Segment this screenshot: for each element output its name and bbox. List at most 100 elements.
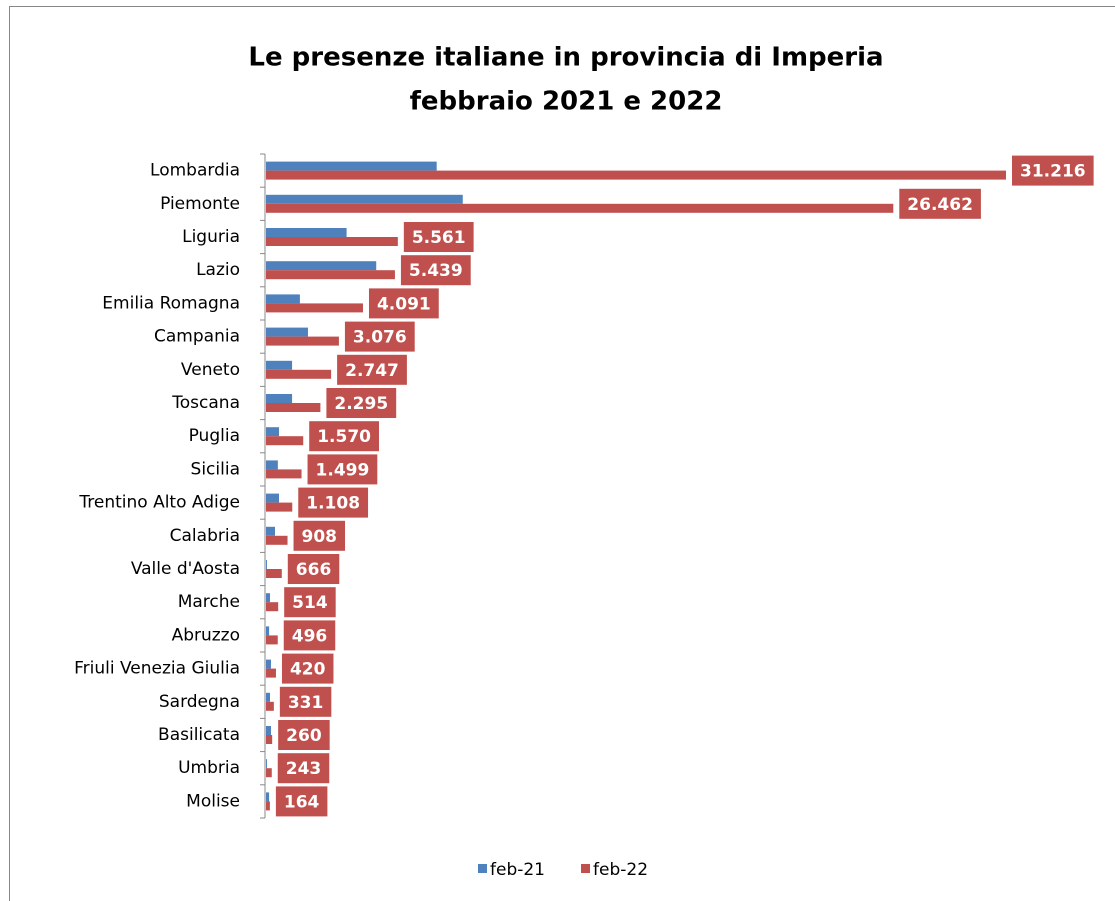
bar — [266, 792, 270, 802]
data-label: 496 — [292, 626, 328, 646]
data-label: 3.076 — [353, 328, 407, 348]
data-label-box — [368, 288, 439, 319]
data-label-box — [283, 620, 336, 651]
data-label-box — [298, 487, 369, 518]
data-label-box — [281, 653, 334, 684]
category-label: Marche — [178, 592, 240, 612]
bar — [266, 203, 894, 213]
data-label: 2.747 — [345, 361, 399, 381]
data-label-box — [337, 354, 407, 385]
bar — [266, 801, 270, 811]
bar — [266, 394, 293, 403]
bar — [266, 602, 279, 612]
data-label: 164 — [284, 792, 320, 812]
legend-swatch — [581, 864, 591, 873]
category-label: Friuli Venezia Giulia — [74, 659, 240, 679]
data-label-box — [278, 720, 330, 750]
data-label: 243 — [286, 759, 322, 779]
data-label: 5.439 — [409, 261, 463, 281]
bar — [266, 303, 363, 313]
category-label: Puglia — [189, 426, 240, 446]
chart-frame — [9, 6, 1115, 901]
bar — [266, 535, 288, 545]
data-label: 1.570 — [317, 427, 371, 447]
bar — [266, 294, 300, 304]
bar — [266, 502, 293, 512]
bar — [266, 436, 304, 446]
bar — [266, 194, 463, 204]
bar — [266, 635, 278, 645]
data-label: 331 — [288, 693, 324, 713]
legend-label: feb-22 — [593, 860, 648, 880]
data-label: 5.561 — [412, 228, 466, 248]
chart-title: Le presenze italiane in provincia di Imp… — [248, 43, 883, 73]
data-label: 1.499 — [316, 460, 370, 480]
data-label-box — [899, 188, 981, 219]
data-label-box — [307, 454, 378, 485]
bar — [266, 403, 321, 412]
category-label: Piemonte — [160, 194, 240, 214]
data-label-box — [1012, 155, 1094, 186]
data-label: 514 — [292, 593, 328, 613]
bar — [266, 369, 332, 379]
data-label-box — [400, 255, 471, 286]
bar — [266, 668, 276, 678]
category-label: Lombardia — [150, 161, 240, 181]
bar — [266, 460, 278, 470]
bar — [266, 768, 272, 778]
data-label: 420 — [290, 660, 326, 680]
bar — [266, 161, 437, 171]
bar — [266, 759, 267, 769]
bar — [266, 493, 280, 503]
data-label-box — [344, 321, 415, 352]
category-label: Trentino Alto Adige — [78, 493, 240, 513]
data-label: 260 — [286, 726, 322, 746]
bar — [266, 726, 271, 735]
bar — [266, 569, 282, 578]
data-label-box — [293, 520, 346, 551]
data-label-box — [277, 753, 330, 784]
category-label: Lazio — [196, 260, 240, 280]
bar — [266, 336, 339, 346]
bar — [266, 701, 274, 711]
bar — [266, 659, 271, 669]
category-label: Toscana — [171, 393, 240, 413]
data-label-box — [284, 587, 336, 618]
category-label: Emilia Romagna — [102, 293, 240, 313]
bar — [266, 360, 293, 370]
bar — [266, 735, 273, 744]
category-label: Basilicata — [158, 725, 240, 745]
category-label: Sardegna — [159, 692, 240, 712]
bar — [266, 626, 270, 636]
data-label: 4.091 — [377, 294, 431, 314]
bar — [266, 593, 271, 603]
category-label: Calabria — [170, 526, 240, 546]
data-label-box — [403, 222, 474, 252]
data-label-box — [287, 554, 340, 584]
legend-label: feb-21 — [490, 860, 545, 880]
data-label: 2.295 — [334, 394, 388, 414]
data-label: 26.462 — [907, 195, 973, 215]
bar — [266, 469, 302, 479]
data-label: 1.108 — [306, 494, 360, 514]
bar — [266, 526, 276, 536]
category-label: Veneto — [181, 360, 240, 380]
data-label-box — [326, 388, 397, 418]
chart-title: febbraio 2021 e 2022 — [410, 87, 723, 117]
data-label: 31.216 — [1020, 162, 1086, 182]
category-label: Liguria — [182, 227, 240, 247]
bar — [266, 560, 267, 569]
bar — [266, 261, 377, 271]
category-label: Abruzzo — [172, 625, 240, 645]
bar — [266, 427, 280, 437]
bar — [266, 170, 1006, 180]
bar — [266, 692, 271, 702]
data-label: 908 — [302, 527, 338, 547]
data-label-box — [279, 686, 332, 717]
category-label: Valle d'Aosta — [131, 559, 240, 579]
bar — [266, 327, 308, 337]
bar — [266, 237, 398, 246]
data-label: 666 — [296, 560, 332, 580]
data-label-box — [275, 786, 328, 817]
